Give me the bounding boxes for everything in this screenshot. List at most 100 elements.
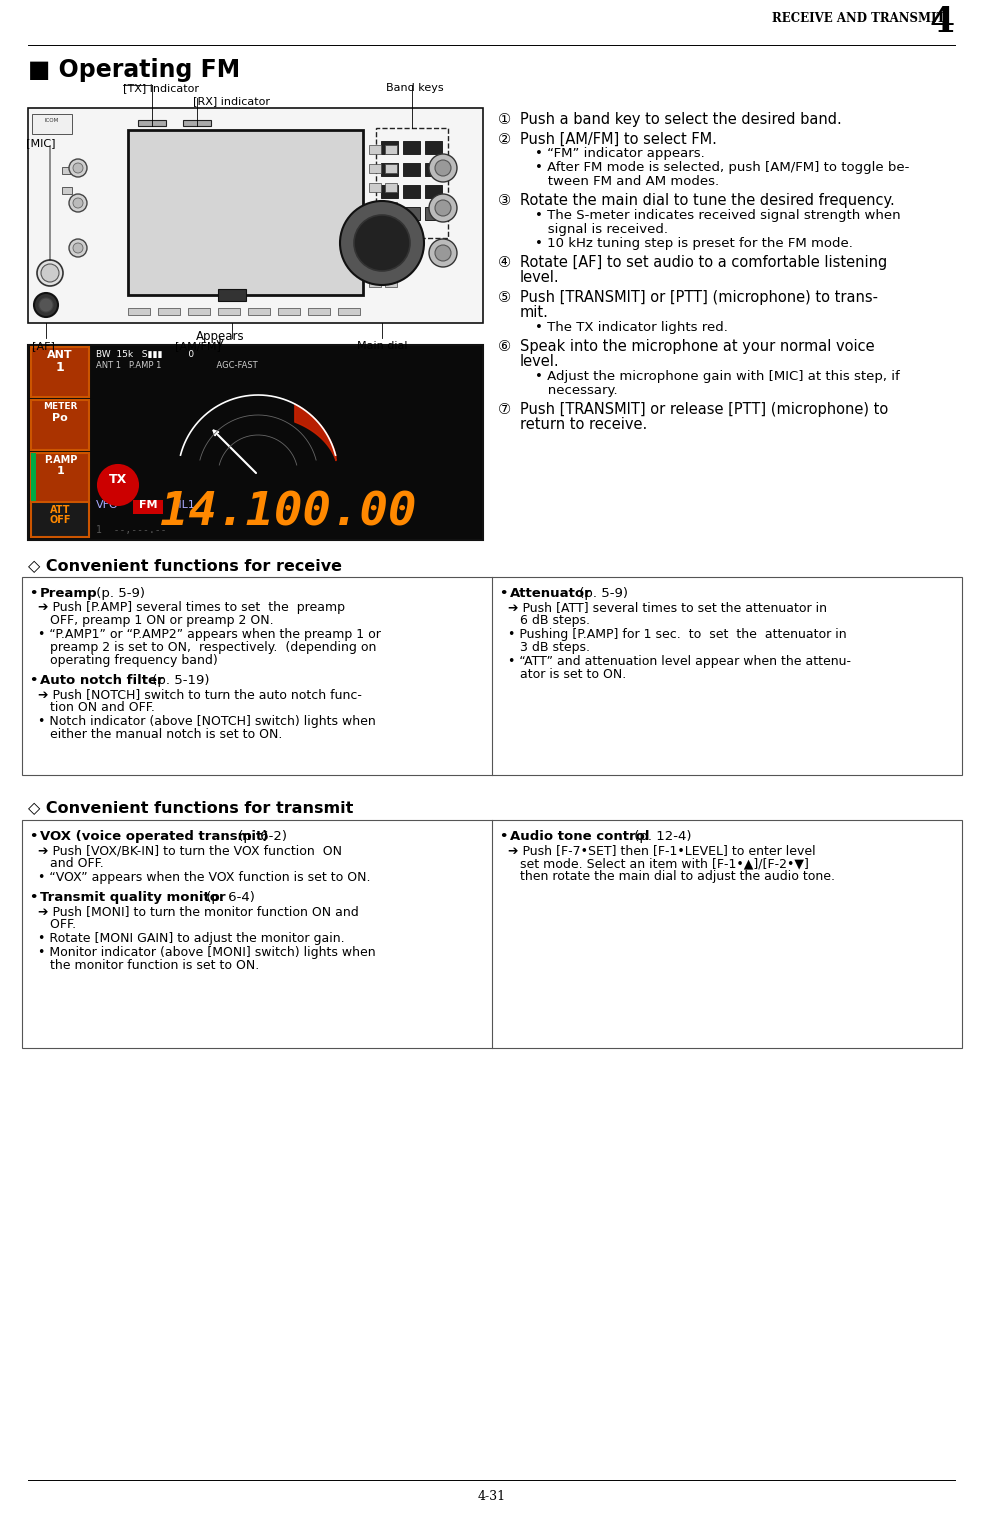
Bar [385, 278, 397, 287]
Text: (p. 5-9): (p. 5-9) [92, 587, 145, 601]
Bar [128, 130, 363, 294]
Bar [425, 185, 442, 199]
Text: return to receive.: return to receive. [520, 417, 647, 432]
Bar [403, 162, 420, 176]
Text: OFF: OFF [49, 514, 71, 525]
Bar [248, 308, 270, 316]
Text: OFF.: OFF. [38, 918, 76, 931]
Circle shape [354, 215, 410, 272]
Text: ⑦: ⑦ [498, 402, 511, 417]
Text: tween FM and AM modes.: tween FM and AM modes. [535, 174, 720, 188]
Text: preamp 2 is set to ON,  respectively.  (depending on: preamp 2 is set to ON, respectively. (de… [38, 642, 376, 654]
Text: • “VOX” appears when the VOX function is set to ON.: • “VOX” appears when the VOX function is… [38, 871, 371, 884]
Bar [31, 400, 89, 451]
Bar [385, 184, 397, 193]
Bar [138, 120, 166, 126]
Text: • After FM mode is selected, push [AM/FM] to toggle be-: • After FM mode is selected, push [AM/FM… [535, 161, 909, 174]
Bar [403, 206, 420, 220]
Circle shape [340, 200, 424, 285]
Text: • Monitor indicator (above [MONI] switch) lights when: • Monitor indicator (above [MONI] switch… [38, 947, 376, 959]
Text: (p. 12-4): (p. 12-4) [630, 830, 691, 843]
Text: Audio tone control: Audio tone control [510, 830, 650, 843]
Text: Speak into the microphone at your normal voice: Speak into the microphone at your normal… [520, 338, 875, 353]
Text: FM: FM [139, 501, 157, 510]
Text: • “ATT” and attenuation level appear when the attenu-: • “ATT” and attenuation level appear whe… [508, 655, 851, 667]
Text: 1  --,---.--: 1 --,---.-- [96, 525, 166, 536]
Text: level.: level. [520, 270, 559, 285]
Text: (p. 5-19): (p. 5-19) [148, 674, 209, 687]
Bar [32, 114, 72, 133]
Text: P.AMP: P.AMP [44, 455, 78, 466]
Circle shape [69, 159, 87, 177]
Bar [218, 290, 246, 300]
Circle shape [41, 264, 59, 282]
Bar [425, 141, 442, 155]
Text: and OFF.: and OFF. [38, 857, 104, 871]
Bar [31, 454, 36, 504]
Bar [381, 206, 398, 220]
Text: signal is received.: signal is received. [535, 223, 668, 235]
Bar [369, 278, 381, 287]
Text: Push [TRANSMIT] or [PTT] (microphone) to trans-: Push [TRANSMIT] or [PTT] (microphone) to… [520, 290, 878, 305]
Text: •: • [30, 830, 43, 843]
Text: BW  15k   S▮▮▮         0: BW 15k S▮▮▮ 0 [96, 350, 194, 360]
Text: ➔ Push [VOX/BK-IN] to turn the VOX function  ON: ➔ Push [VOX/BK-IN] to turn the VOX funct… [38, 843, 342, 857]
Bar [62, 187, 72, 194]
Circle shape [37, 259, 63, 287]
Text: [TX] indicator: [TX] indicator [123, 83, 199, 93]
Bar [403, 185, 420, 199]
Text: ANT 1   P.AMP 1                     AGC-FAST: ANT 1 P.AMP 1 AGC-FAST [96, 361, 258, 370]
Bar [28, 108, 483, 323]
Text: ➔ Push [P.AMP] several times to set  the  preamp: ➔ Push [P.AMP] several times to set the … [38, 601, 345, 614]
Text: •: • [30, 890, 43, 904]
Bar [369, 164, 381, 173]
Text: ➔ Push [ATT] several times to set the attenuator in: ➔ Push [ATT] several times to set the at… [508, 601, 827, 614]
Bar [425, 206, 442, 220]
Bar [28, 344, 483, 540]
Text: [MIC]: [MIC] [26, 138, 55, 149]
Text: •: • [500, 830, 513, 843]
Circle shape [98, 466, 138, 505]
Bar [278, 308, 300, 316]
Circle shape [435, 200, 451, 215]
Bar [369, 202, 381, 211]
Text: the monitor function is set to ON.: the monitor function is set to ON. [38, 959, 260, 972]
Bar [385, 202, 397, 211]
Bar [218, 308, 240, 316]
Bar [381, 185, 398, 199]
Text: Push [AM/FM] to select FM.: Push [AM/FM] to select FM. [520, 132, 717, 147]
Bar [308, 308, 330, 316]
Text: necessary.: necessary. [535, 384, 617, 396]
Circle shape [34, 293, 58, 317]
Text: • The TX indicator lights red.: • The TX indicator lights red. [535, 320, 727, 334]
Text: • The S-meter indicates received signal strength when: • The S-meter indicates received signal … [535, 208, 900, 221]
Bar [22, 576, 962, 775]
Text: ◇ Convenient functions for receive: ◇ Convenient functions for receive [28, 558, 342, 573]
Circle shape [69, 240, 87, 256]
Text: Push [TRANSMIT] or release [PTT] (microphone) to: Push [TRANSMIT] or release [PTT] (microp… [520, 402, 889, 417]
Text: ①: ① [498, 112, 511, 127]
Text: OFF, preamp 1 ON or preamp 2 ON.: OFF, preamp 1 ON or preamp 2 ON. [38, 614, 273, 627]
Text: ➔ Push [F-7•SET] then [F-1•LEVEL] to enter level: ➔ Push [F-7•SET] then [F-1•LEVEL] to ent… [508, 843, 816, 857]
Circle shape [429, 240, 457, 267]
Text: 4: 4 [930, 5, 955, 39]
Text: set mode. Select an item with [F-1•▲]/[F-2•▼]: set mode. Select an item with [F-1•▲]/[F… [508, 857, 809, 871]
Circle shape [435, 246, 451, 261]
Bar [133, 501, 163, 514]
Text: •: • [500, 587, 513, 601]
Bar [385, 164, 397, 173]
Text: ➔ Push [NOTCH] switch to turn the auto notch func-: ➔ Push [NOTCH] switch to turn the auto n… [38, 689, 362, 701]
Text: ator is set to ON.: ator is set to ON. [508, 667, 626, 681]
Text: (p. 6-2): (p. 6-2) [234, 830, 287, 843]
Text: [AM/FM]: [AM/FM] [175, 341, 221, 350]
Text: ➔ Push [MONI] to turn the monitor function ON and: ➔ Push [MONI] to turn the monitor functi… [38, 906, 359, 918]
Text: operating frequency band): operating frequency band) [38, 654, 218, 667]
Text: tion ON and OFF.: tion ON and OFF. [38, 701, 155, 715]
Bar [31, 502, 89, 537]
Text: mit.: mit. [520, 305, 549, 320]
Text: Rotate the main dial to tune the desired frequency.: Rotate the main dial to tune the desired… [520, 193, 895, 208]
Text: then rotate the main dial to adjust the audio tone.: then rotate the main dial to adjust the … [508, 871, 835, 883]
Text: [RX] indicator: [RX] indicator [193, 96, 270, 106]
Circle shape [73, 199, 83, 208]
Bar [338, 308, 360, 316]
